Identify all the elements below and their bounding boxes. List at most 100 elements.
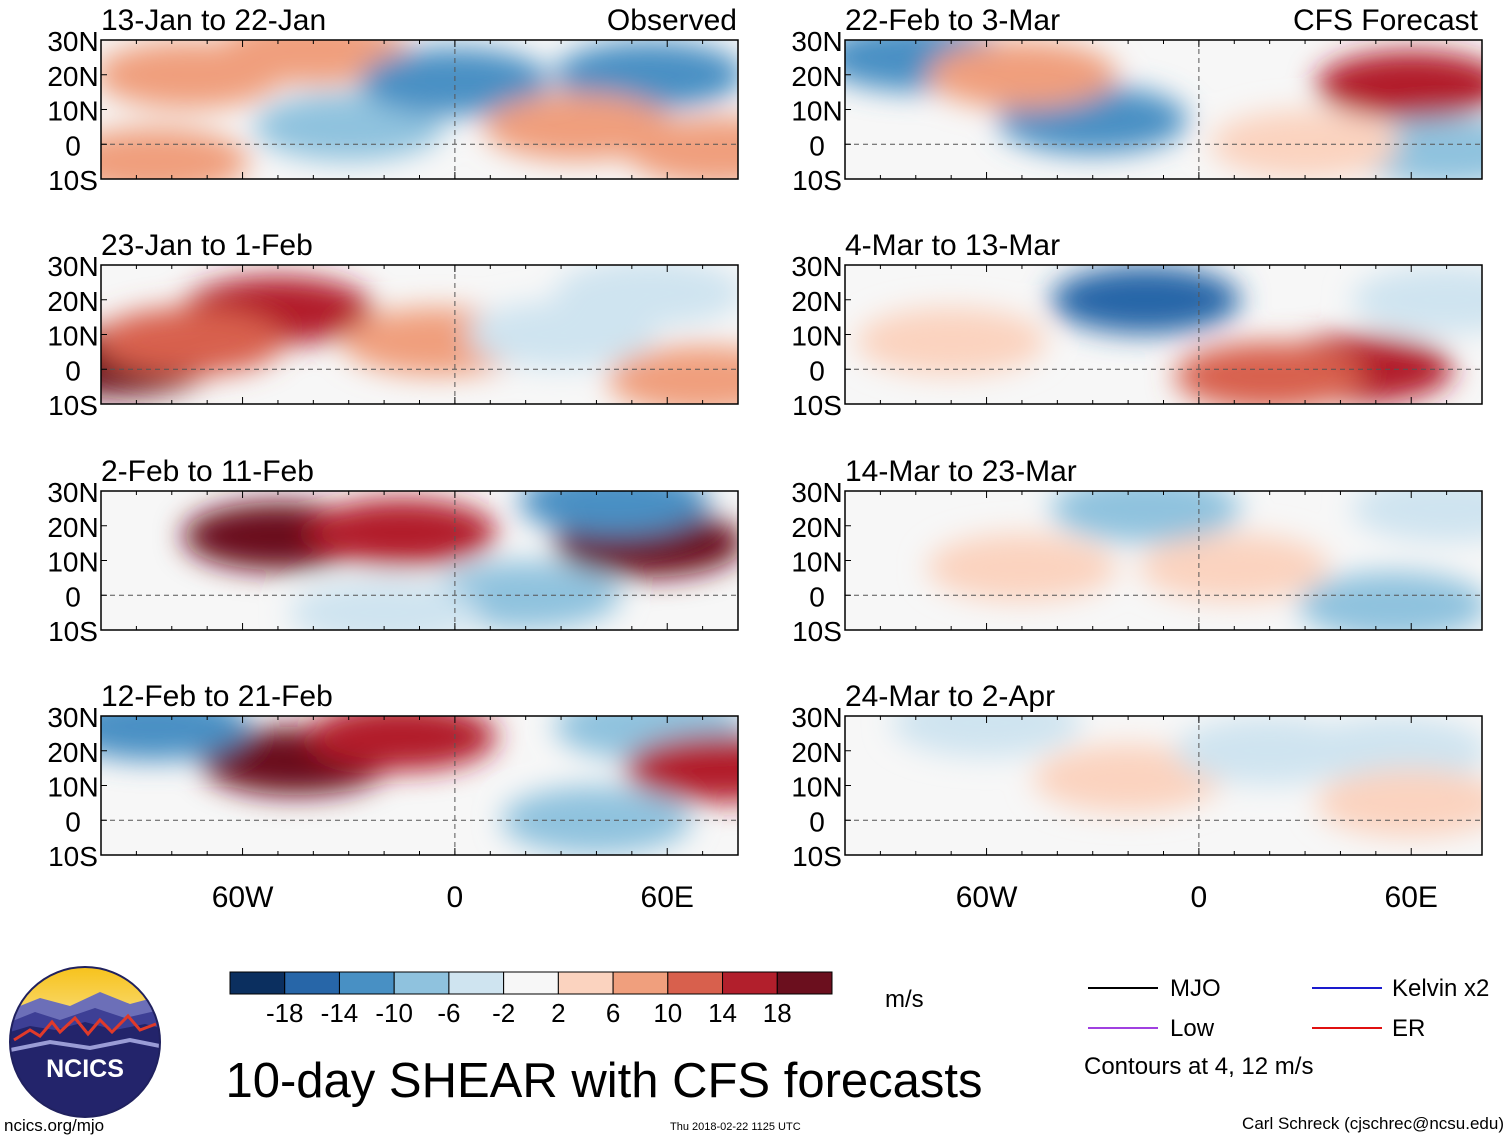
y-tick-label: 30N [47, 26, 98, 57]
y-tick-label: 10S [792, 165, 842, 196]
y-tick-label: 30N [791, 251, 842, 282]
panel-period-title: 24-Mar to 2-Apr [845, 680, 1055, 713]
y-tick-label: 10N [47, 321, 98, 352]
y-tick-label: 10N [47, 96, 98, 127]
x-tick-label: 60E [641, 881, 694, 914]
column-header-observed: Observed [607, 4, 737, 37]
y-tick-label: 20N [47, 286, 98, 317]
shear-anomaly-blob [1174, 342, 1365, 404]
legend-label-kelvin: Kelvin x2 [1392, 975, 1489, 1002]
main-title: 10-day SHEAR with CFS forecasts [225, 1054, 982, 1108]
y-tick-label: 10S [48, 841, 98, 872]
site-url: ncics.org/mjo [4, 1116, 105, 1135]
shear-anomaly-blob [1139, 533, 1330, 602]
colorbar-tick-label: 2 [551, 998, 565, 1028]
colorbar-tick-label: -2 [492, 998, 515, 1028]
panel-period-title: 22-Feb to 3-Mar [845, 4, 1060, 37]
shear-anomaly-blob [101, 716, 250, 761]
legend-label-mjo: MJO [1170, 975, 1221, 1002]
panel-period-title: 4-Mar to 13-Mar [845, 229, 1060, 262]
y-tick-label: 10S [792, 616, 842, 647]
y-tick-label: 20N [47, 737, 98, 768]
y-tick-label: 20N [47, 61, 98, 92]
y-tick-label: 30N [791, 477, 842, 508]
shear-anomaly-blob [926, 40, 1117, 109]
y-tick-label: 10S [792, 390, 842, 421]
y-tick-label: 30N [791, 26, 842, 57]
panel-period-title: 13-Jan to 22-Jan [101, 4, 326, 37]
colorbar-tick-label: 18 [763, 998, 792, 1028]
y-tick-label: 30N [47, 477, 98, 508]
legend-label-er: ER [1392, 1015, 1425, 1042]
y-tick-label: 10S [48, 165, 98, 196]
colorbar-tick-label: 6 [606, 998, 620, 1028]
panel-period-title: 14-Mar to 23-Mar [845, 455, 1077, 488]
y-tick-label: 0 [65, 130, 81, 161]
y-tick-label: 0 [65, 355, 81, 386]
shear-anomaly-blob [856, 307, 1047, 376]
colorbar: -18 -14 -10 -6 -2 2 6 10 14 18 [229, 971, 833, 1028]
y-tick-label: 20N [791, 512, 842, 543]
colorbar-swatch [722, 971, 778, 995]
y-tick-label: 20N [791, 61, 842, 92]
shear-anomaly-blob [101, 307, 285, 376]
colorbar-tick-label: 10 [653, 998, 682, 1028]
x-tick-label: 60W [956, 881, 1018, 914]
colorbar-swatch [393, 971, 450, 995]
author-credit: Carl Schreck (cjschrec@ncsu.edu) [1242, 1114, 1504, 1133]
shear-anomaly-blob [1316, 768, 1482, 837]
y-tick-label: 10N [47, 547, 98, 578]
y-tick-label: 10S [792, 841, 842, 872]
y-tick-label: 20N [791, 737, 842, 768]
y-tick-label: 10N [791, 96, 842, 127]
x-tick-label: 60E [1385, 881, 1438, 914]
y-tick-label: 30N [791, 702, 842, 733]
logo-text: NCICS [46, 1055, 124, 1083]
y-tick-label: 10S [48, 390, 98, 421]
units-label: m/s [885, 986, 924, 1013]
y-tick-label: 20N [47, 512, 98, 543]
contour-legend: MJO Kelvin x2 Low ER Contours at 4, 12 m… [1084, 975, 1489, 1080]
colorbar-swatch [557, 971, 614, 995]
y-tick-label: 0 [809, 355, 825, 386]
colorbar-swatch [667, 971, 724, 995]
shear-anomaly-blob [1316, 51, 1482, 120]
x-tick-label: 0 [1191, 881, 1208, 914]
shear-anomaly-blob [101, 127, 250, 179]
shear-anomaly-blob [625, 117, 738, 179]
colorbar-swatch [612, 971, 669, 995]
column-header-forecast: CFS Forecast [1293, 4, 1479, 37]
shear-anomaly-blob [554, 40, 738, 109]
timestamp: Thu 2018-02-22 1125 UTC [670, 1121, 801, 1133]
colorbar-swatch [503, 971, 559, 995]
shear-anomaly-blob [1351, 265, 1482, 334]
shear-anomaly-blob [289, 578, 480, 630]
y-tick-label: 0 [809, 130, 825, 161]
shear-anomaly-blob [1050, 491, 1241, 543]
panel-period-title: 12-Feb to 21-Feb [101, 680, 333, 713]
shear-anomaly-blob [554, 265, 738, 327]
shear-anomaly-blob [1033, 744, 1224, 813]
colorbar-tick-label: -14 [321, 998, 359, 1028]
y-tick-label: 10N [791, 772, 842, 803]
y-tick-label: 20N [791, 286, 842, 317]
shear-anomaly-blob [1298, 571, 1482, 630]
colorbar-swatch [776, 971, 833, 995]
y-tick-label: 10N [791, 321, 842, 352]
y-tick-label: 0 [809, 806, 825, 837]
shear-anomaly-blob [607, 345, 738, 404]
y-tick-label: 10N [791, 547, 842, 578]
colorbar-swatch [229, 971, 286, 995]
y-tick-label: 10N [47, 772, 98, 803]
shear-anomaly-blob [519, 491, 710, 536]
x-tick-label: 60W [212, 881, 274, 914]
panel-period-title: 2-Feb to 11-Feb [101, 455, 314, 488]
